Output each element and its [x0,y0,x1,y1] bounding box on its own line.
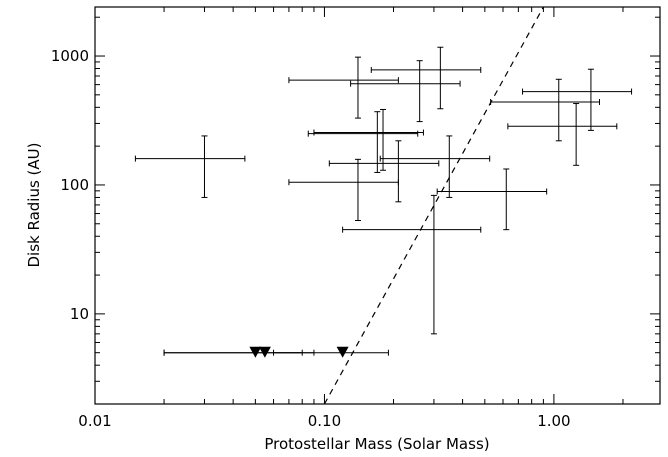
data-point [328,140,440,203]
plot-frame [94,6,661,405]
data-point [342,194,482,335]
data-point [370,46,482,110]
y-axis-ticks: 10 100 1000 [51,16,660,405]
down-triangle-marker [336,346,349,358]
upper-limit-point [273,346,389,358]
data-point [350,60,461,123]
reference-line-group [323,6,544,405]
upper-limit-markers [163,346,389,358]
data-point [134,135,246,198]
data-point [490,78,600,142]
reference-line [323,6,544,405]
x-axis-ticks: 0.01 0.10 1.00 [78,7,624,430]
y-axis-label: Disk Radius (AU) [25,143,43,268]
data-point [307,111,419,173]
y-tick-label: 100 [60,176,89,194]
y-tick-label: 1000 [51,47,89,65]
data-point [313,108,424,171]
data-point [288,158,399,222]
data-point [288,56,399,119]
data-point [507,103,618,166]
x-tick-label: 0.01 [78,412,111,430]
data-point [379,135,491,198]
x-tick-label: 0.10 [308,412,341,430]
x-tick-label: 1.00 [537,412,570,430]
data-points [134,46,633,335]
x-axis-label: Protostellar Mass (Solar Mass) [264,435,489,453]
data-point [522,68,633,131]
y-tick-label: 10 [70,305,89,323]
down-triangle-marker [258,346,271,358]
data-point [436,168,548,231]
